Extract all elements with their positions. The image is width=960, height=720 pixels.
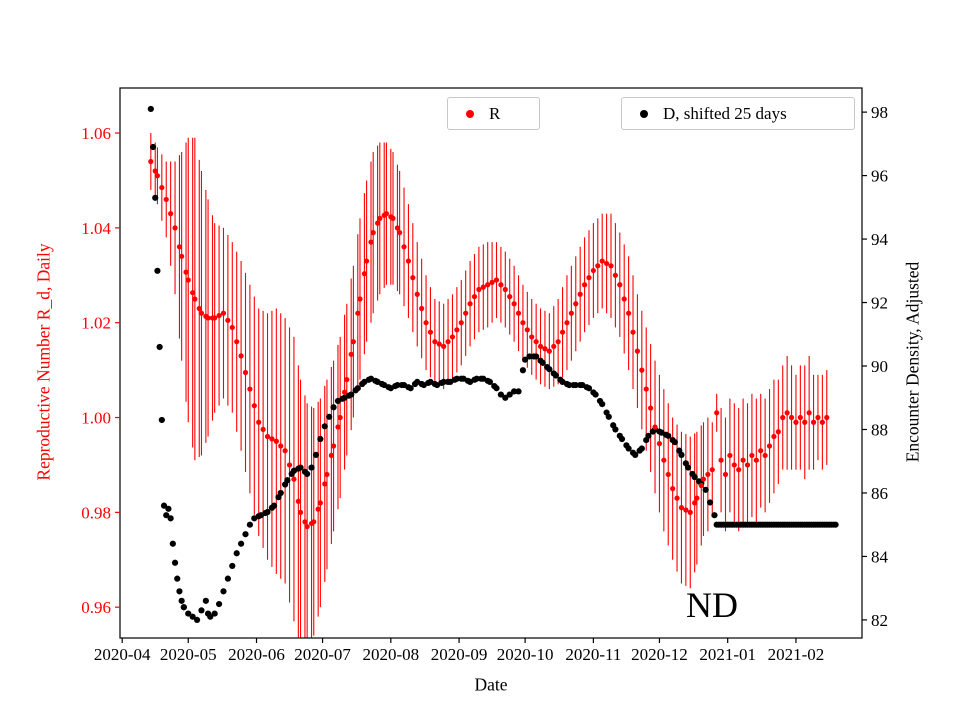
x-tick-label: 2020-08 [362,645,419,664]
x-tick-label: 2021-01 [699,645,756,664]
y-right-tick-label: 82 [871,611,888,630]
y-right-tick-label: 98 [871,103,888,122]
y-right-tick-label: 96 [871,167,888,186]
y-right-tick-label: 88 [871,420,888,439]
legend-r-label: R [489,103,501,123]
d-series [147,105,839,624]
legend-d: D, shifted 25 days [621,97,855,130]
y-axis-title-left: Reproductive Number R_d, Daily [33,243,54,481]
r-series [148,158,830,530]
x-tick-label: 2020-10 [497,645,554,664]
x-tick-label: 2020-12 [631,645,688,664]
x-tick-label: 2020-07 [294,645,351,664]
y-right-tick-label: 84 [871,547,889,566]
x-tick-label: 2020-05 [160,645,217,664]
x-tick-label: 2020-06 [228,645,285,664]
x-tick-label: 2020-04 [94,645,151,664]
x-axis-title: Date [474,674,508,695]
r-series-marker-icon [466,109,474,118]
y-left-tick-label: 1.02 [81,314,111,333]
y-right-tick-label: 94 [871,230,889,249]
y-left-tick-label: 1.06 [81,124,111,143]
legend-r: R [447,97,540,130]
axes: 2020-04 2020-05 2020-06 2020-07 2020-08 2020-… [81,87,889,664]
y-axis-title-right: Encounter Density, Adjusted [902,261,923,463]
y-right-tick-label: 92 [871,294,888,313]
y-left-tick-label: 1.00 [81,409,111,428]
legend-d-label: D, shifted 25 days [663,103,787,123]
d-series-marker-icon [640,109,648,118]
x-tick-label: 2020-11 [565,645,621,664]
y-left-tick-label: 1.04 [81,219,111,238]
y-left-tick-label: 0.96 [81,598,111,617]
x-tick-label: 2020-09 [431,645,488,664]
r-errorbars [150,133,828,638]
nd-annotation: ND [686,585,738,625]
y-left-tick-label: 0.98 [81,503,111,522]
x-tick-label: 2021-02 [768,645,825,664]
y-right-tick-label: 86 [871,484,888,503]
y-right-tick-label: 90 [871,357,888,376]
